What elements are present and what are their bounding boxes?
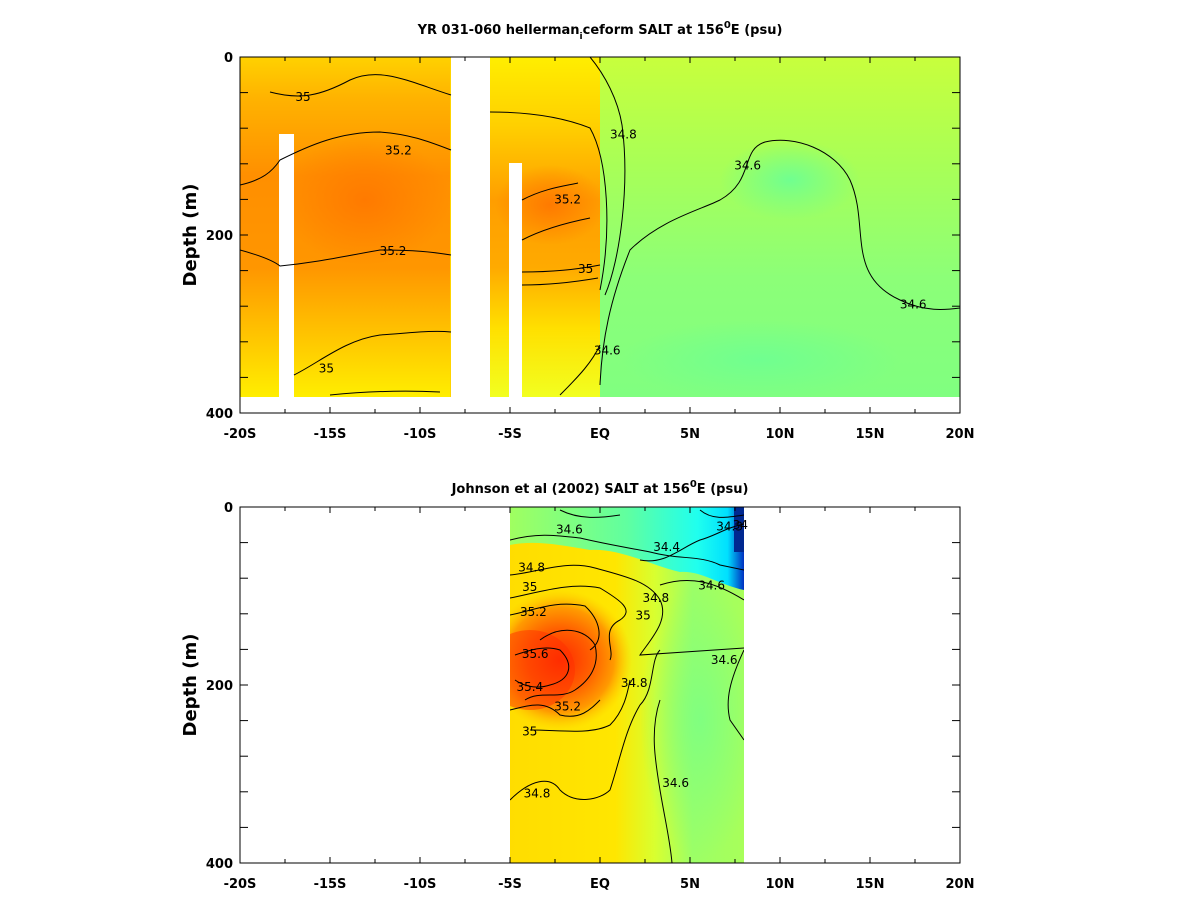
bottom-x-tick-label: EQ bbox=[590, 877, 610, 892]
top-contour-label: 35.2 bbox=[554, 192, 581, 206]
top-x-tick-label: -15S bbox=[314, 427, 347, 442]
top-gap-3 bbox=[509, 163, 522, 398]
bottom-y-tick-label: 0 bbox=[224, 501, 233, 516]
bottom-x-tick-label: 10N bbox=[766, 877, 795, 892]
top-contour-lines bbox=[240, 57, 960, 396]
bottom-x-tick-label: -10S bbox=[404, 877, 437, 892]
top-y-tick-label: 200 bbox=[206, 229, 233, 244]
top-panel: YR 031-060 hellermaniceform SALT at 1560… bbox=[180, 20, 974, 442]
top-y-tick-label: 400 bbox=[206, 407, 233, 422]
bottom-contour-label: 34.8 bbox=[524, 787, 551, 801]
bottom-contour-label: 35 bbox=[636, 609, 651, 623]
bottom-x-tick-label: 5N bbox=[680, 877, 700, 892]
bottom-contour-label: 35.4 bbox=[516, 680, 543, 694]
bottom-x-tick-label: -20S bbox=[224, 877, 257, 892]
bottom-x-tick-label: -5S bbox=[498, 877, 522, 892]
bottom-contour-label: 35.2 bbox=[554, 699, 581, 713]
bottom-contour-label: 34.6 bbox=[698, 578, 725, 592]
bottom-contour-lines bbox=[510, 509, 744, 863]
bottom-contour-label: 34.8 bbox=[642, 591, 669, 605]
top-contour-label: 34.6 bbox=[900, 297, 927, 311]
bottom-contour-label: 34 bbox=[733, 518, 748, 532]
top-x-tick-label: 20N bbox=[946, 427, 975, 442]
bottom-y-axis: 0 200 400 bbox=[206, 501, 960, 872]
top-gap-1 bbox=[279, 134, 294, 398]
top-x-tick-label: -10S bbox=[404, 427, 437, 442]
top-contour-label: 34.6 bbox=[594, 344, 621, 358]
top-y-tick-label: 0 bbox=[224, 51, 233, 66]
top-gap-2 bbox=[451, 57, 490, 398]
bottom-y-axis-label: Depth (m) bbox=[180, 634, 201, 737]
top-y-axis: 0 200 400 bbox=[206, 51, 960, 422]
bottom-contour-labels: 34.6 34.4 34.334 34.8 35 34.6 35.2 34.8 35 35.6 34… bbox=[516, 518, 748, 801]
top-contour-label: 34.6 bbox=[734, 159, 761, 173]
top-x-axis: -20S -15S -10S -5S EQ 5N 10N 15N 20N bbox=[224, 57, 975, 442]
bottom-x-tick-label: 15N bbox=[856, 877, 885, 892]
top-contour-label: 35 bbox=[578, 262, 593, 276]
bottom-contour-label: 35 bbox=[522, 724, 537, 738]
top-x-tick-label: 10N bbox=[766, 427, 795, 442]
bottom-contour-label: 34.8 bbox=[621, 676, 648, 690]
bottom-y-tick-label: 200 bbox=[206, 679, 233, 694]
top-contour-labels: 35 35.2 35.2 35 35.2 35 34.8 34.6 34.6 34.6 bbox=[295, 90, 926, 375]
bottom-contour-label: 35 bbox=[522, 580, 537, 594]
top-y-axis-label: Depth (m) bbox=[180, 184, 201, 287]
bottom-contour-label: 34.3 bbox=[716, 520, 743, 534]
top-chart-title: YR 031-060 hellermaniceform SALT at 1560… bbox=[417, 20, 783, 42]
bottom-x-tick-label: 20N bbox=[946, 877, 975, 892]
top-x-tick-label: -20S bbox=[224, 427, 257, 442]
top-x-tick-label: -5S bbox=[498, 427, 522, 442]
top-x-tick-label: EQ bbox=[590, 427, 610, 442]
top-x-tick-label: 15N bbox=[856, 427, 885, 442]
top-contour-label: 35 bbox=[319, 362, 334, 376]
bottom-contour-label: 34.6 bbox=[556, 522, 583, 536]
bottom-contour-label: 35.6 bbox=[522, 647, 549, 661]
top-salinity-field bbox=[240, 57, 960, 397]
bottom-contour-label: 34.6 bbox=[711, 653, 738, 667]
bottom-contour-label: 34.8 bbox=[518, 561, 545, 575]
top-contour-label: 35 bbox=[295, 90, 310, 104]
bottom-panel: Johnson et al (2002) SALT at 1560E (psu) bbox=[180, 479, 974, 892]
top-x-tick-label: 5N bbox=[680, 427, 700, 442]
bottom-y-tick-label: 400 bbox=[206, 857, 233, 872]
bottom-contour-label: 34.4 bbox=[653, 540, 680, 554]
bottom-x-tick-label: -15S bbox=[314, 877, 347, 892]
bottom-chart-title: Johnson et al (2002) SALT at 1560E (psu) bbox=[451, 479, 749, 497]
top-contour-label: 35.2 bbox=[380, 244, 407, 258]
top-contour-label: 34.8 bbox=[610, 127, 637, 141]
bottom-contour-label: 34.6 bbox=[662, 776, 689, 790]
bottom-contour-label: 35.2 bbox=[520, 605, 547, 619]
top-contour-label: 35.2 bbox=[385, 143, 412, 157]
bottom-x-axis: -20S -15S -10S -5S EQ 5N 10N 15N 20N bbox=[224, 507, 975, 892]
